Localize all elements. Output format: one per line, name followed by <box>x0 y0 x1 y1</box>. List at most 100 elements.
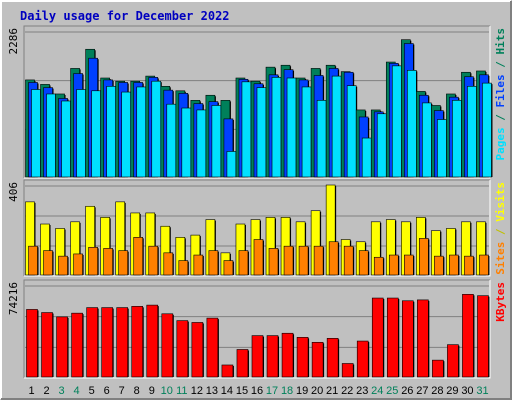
chart-title: Daily usage for December 2022 <box>20 9 230 23</box>
panel-3-plot-border-dark <box>23 279 490 378</box>
pages-bar <box>106 86 116 178</box>
pages-bar <box>46 93 56 178</box>
pages-bar <box>301 86 312 178</box>
panel-3-ymax-label: 74216 <box>7 282 20 315</box>
panel-3: 74216 KBytes <box>7 279 507 379</box>
sites-bar <box>103 248 113 276</box>
panel-3-series-labels: KBytes <box>494 282 507 322</box>
sites-bar <box>328 241 339 276</box>
sites-bar <box>58 255 68 276</box>
sites-bar <box>373 256 384 276</box>
kbytes-bar <box>101 307 113 378</box>
pages-bar <box>241 81 252 178</box>
sites-bar <box>343 245 354 276</box>
pages-bar <box>391 65 402 178</box>
kbytes-bar <box>41 312 53 378</box>
pages-bar <box>452 100 462 178</box>
panel-1-plot-border-dark <box>23 25 490 178</box>
day-label: 30 <box>461 385 473 397</box>
series-label-2: Visits <box>494 182 507 222</box>
panel-2-ymax-label: 406 <box>7 182 20 202</box>
day-label: 12 <box>191 385 203 397</box>
kbytes-bar <box>191 322 204 378</box>
pages-bar <box>136 86 147 178</box>
panel-2-plot-border-dark <box>23 179 490 276</box>
pages-bar <box>482 82 492 178</box>
pages-bar <box>376 113 387 178</box>
sites-bar <box>28 245 38 276</box>
series-label-4: Hits <box>494 28 507 55</box>
sites-bar <box>208 250 219 276</box>
day-label: 26 <box>401 385 413 397</box>
day-label: 13 <box>206 385 218 397</box>
sites-bar <box>404 254 414 276</box>
panel-1-ymax-label: 2286 <box>7 28 20 55</box>
day-label: 15 <box>236 385 248 397</box>
kbytes-bar <box>146 304 159 378</box>
panel-1: 2286 Pages / Files / Hits <box>7 25 507 179</box>
sites-bar <box>43 250 53 276</box>
pages-bar <box>467 86 477 178</box>
pages-bar <box>151 80 162 178</box>
day-label: 21 <box>326 385 338 397</box>
kbytes-bar <box>432 359 444 378</box>
kbytes-bar <box>251 335 264 378</box>
sites-bar <box>238 250 249 276</box>
pages-bar <box>407 70 417 178</box>
pages-bar <box>211 105 222 178</box>
pages-bar <box>31 89 41 178</box>
pages-bar <box>76 89 86 178</box>
series-label-1: / <box>494 222 507 242</box>
day-label: 6 <box>104 385 110 397</box>
kbytes-bar <box>311 341 324 378</box>
kbytes-bar <box>206 317 219 378</box>
pages-bar <box>422 102 432 178</box>
sites-bar <box>163 252 174 276</box>
kbytes-bar <box>56 316 68 378</box>
pages-bar <box>286 77 297 178</box>
panel-2-series-labels: Sites / Visits <box>494 182 507 275</box>
sites-bar <box>268 248 279 276</box>
chart-panels: 2286 Pages / Files / Hits 406 Sites / Visit… <box>7 25 507 379</box>
sites-bar <box>358 250 369 276</box>
series-label-3: / <box>494 55 507 75</box>
series-label-1: / <box>494 108 507 128</box>
day-label: 31 <box>476 385 488 397</box>
day-label: 18 <box>281 385 293 397</box>
kbytes-bar <box>356 340 369 378</box>
pages-bar <box>121 91 131 178</box>
sites-bar <box>193 254 204 276</box>
sites-bar <box>419 238 429 276</box>
day-label: 16 <box>251 385 263 397</box>
day-label: 2 <box>43 385 49 397</box>
day-label: 23 <box>356 385 368 397</box>
sites-bar <box>88 246 98 276</box>
panel-3-plot-border-light <box>24 280 491 379</box>
pages-bar <box>346 85 357 178</box>
day-axis-labels: 1 2 3 4 5 6 7 8 9 10 11 12 13 14 15 16 17 18 19 20 21 22 23 24 2… <box>28 385 488 397</box>
sites-bar <box>298 245 309 276</box>
day-label: 22 <box>341 385 353 397</box>
sites-bar <box>133 237 144 276</box>
kbytes-bar <box>417 299 429 378</box>
pages-bar <box>91 90 101 178</box>
sites-bar <box>283 245 294 276</box>
kbytes-bar <box>386 297 399 378</box>
day-label: 20 <box>311 385 323 397</box>
pages-bar <box>166 103 177 178</box>
day-label: 3 <box>59 385 65 397</box>
pages-bar <box>437 119 447 178</box>
sites-bar <box>449 254 459 276</box>
kbytes-bar <box>221 364 234 378</box>
sites-bar <box>313 245 324 276</box>
series-label-0: Pages <box>494 127 507 160</box>
sites-bar <box>73 253 83 276</box>
kbytes-bar <box>326 338 339 378</box>
series-label-2: Files <box>494 74 507 107</box>
kbytes-bar <box>477 295 489 378</box>
kbytes-bar <box>131 306 144 378</box>
day-label: 10 <box>161 385 173 397</box>
